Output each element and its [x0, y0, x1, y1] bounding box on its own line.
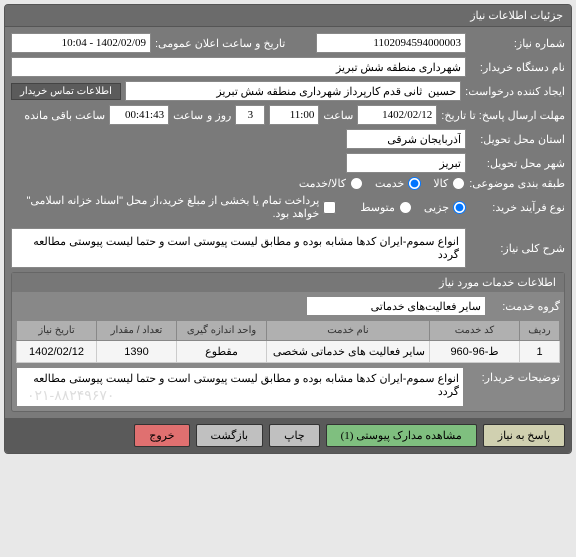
time-label-1: ساعت	[323, 109, 353, 122]
creator-label: ایجاد کننده درخواست:	[465, 85, 565, 98]
class-both-label: کالا/خدمت	[299, 177, 346, 190]
class-radio-group: کالا خدمت کالا/خدمت	[299, 177, 465, 190]
process-minor-label: جزیی	[424, 201, 449, 214]
deadline-label: مهلت ارسال پاسخ: تا تاریخ:	[441, 109, 565, 122]
process-label: نوع فرآیند خرید:	[470, 201, 565, 214]
process-medium-radio[interactable]	[399, 201, 412, 214]
province-label: استان محل تحویل:	[470, 133, 565, 146]
footer-toolbar: پاسخ به نیاز مشاهده مدارک پیوستی (1) چاپ…	[5, 418, 571, 453]
class-label: طبقه بندی موضوعی:	[469, 177, 565, 190]
class-goods-option[interactable]: کالا	[433, 177, 465, 190]
row-city: شهر محل تحویل:	[11, 153, 565, 173]
need-details-panel: جزئیات اطلاعات نیاز شماره نیاز: تاریخ و …	[4, 4, 572, 454]
general-desc-section: شرح کلی نیاز: انواع سموم-ایران کدها مشاب…	[11, 228, 565, 268]
watermark-phone: ۰۲۱-۸۸۲۴۹۶۷۰	[27, 387, 114, 404]
general-desc-label: شرح کلی نیاز:	[470, 242, 565, 255]
print-button[interactable]: چاپ	[269, 424, 320, 447]
days-remaining-input[interactable]	[235, 105, 265, 125]
services-grid: ردیف کد خدمت نام خدمت واحد اندازه گیری ت…	[16, 320, 560, 363]
services-info-panel: اطلاعات خدمات مورد نیاز گروه خدمت: ردیف …	[11, 272, 565, 412]
buyer-org-label: نام دستگاه خریدار:	[470, 61, 565, 74]
class-service-label: خدمت	[375, 177, 404, 190]
panel-title: جزئیات اطلاعات نیاز	[5, 5, 571, 27]
class-goods-radio[interactable]	[452, 177, 465, 190]
row-buyer-org: نام دستگاه خریدار:	[11, 57, 565, 77]
class-service-radio[interactable]	[408, 177, 421, 190]
col-code: کد خدمت	[430, 321, 520, 341]
row-service-group: گروه خدمت:	[16, 296, 560, 316]
table-row[interactable]: 1 ط-96-960 سایر فعالیت های خدماتی شخصی م…	[17, 341, 560, 363]
panel-body: شماره نیاز: تاریخ و ساعت اعلان عمومی: نا…	[5, 27, 571, 418]
time-label-2: ساعت	[173, 109, 203, 122]
col-date: تاریخ نیاز	[17, 321, 97, 341]
day-label: روز و	[207, 109, 231, 122]
process-note-label: پرداخت تمام یا بخشی از مبلغ خرید،از محل …	[11, 194, 319, 220]
back-button[interactable]: بازگشت	[196, 424, 264, 447]
class-both-option[interactable]: کالا/خدمت	[299, 177, 363, 190]
row-classification: طبقه بندی موضوعی: کالا خدمت کالا/خدمت	[11, 177, 565, 190]
col-name: نام خدمت	[267, 321, 430, 341]
col-unit: واحد اندازه گیری	[177, 321, 267, 341]
respond-button[interactable]: پاسخ به نیاز	[483, 424, 565, 447]
buyer-org-input[interactable]	[11, 57, 466, 77]
cell-row: 1	[520, 341, 560, 363]
row-process: نوع فرآیند خرید: جزیی متوسط پرداخت تمام …	[11, 194, 565, 220]
process-medium-label: متوسط	[360, 201, 395, 214]
row-need-number: شماره نیاز: تاریخ و ساعت اعلان عمومی:	[11, 33, 565, 53]
city-label: شهر محل تحویل:	[470, 157, 565, 170]
announce-datetime-input[interactable]	[11, 33, 151, 53]
row-creator: ایجاد کننده درخواست: اطلاعات تماس خریدار	[11, 81, 565, 101]
cell-code: ط-96-960	[430, 341, 520, 363]
remain-label: ساعت باقی مانده	[24, 109, 105, 122]
buyer-notes-area: انواع سموم-ایران کدها مشابه بوده و مطابق…	[16, 367, 464, 407]
buyer-notes-label: توضیحات خریدار:	[470, 367, 560, 384]
class-both-radio[interactable]	[350, 177, 363, 190]
remain-time-input[interactable]	[109, 105, 169, 125]
province-input[interactable]	[346, 129, 466, 149]
cell-qty: 1390	[97, 341, 177, 363]
deadline-date-input[interactable]	[357, 105, 437, 125]
deadline-time-input[interactable]	[269, 105, 319, 125]
row-deadline: مهلت ارسال پاسخ: تا تاریخ: ساعت روز و سا…	[11, 105, 565, 125]
class-goods-label: کالا	[433, 177, 448, 190]
service-group-label: گروه خدمت:	[490, 300, 560, 313]
contact-buyer-button[interactable]: اطلاعات تماس خریدار	[11, 83, 121, 100]
treasury-checkbox[interactable]	[323, 201, 336, 214]
cell-name: سایر فعالیت های خدماتی شخصی	[267, 341, 430, 363]
announce-label: تاریخ و ساعت اعلان عمومی:	[155, 37, 285, 50]
attachments-button[interactable]: مشاهده مدارک پیوستی (1)	[326, 424, 477, 447]
class-service-option[interactable]: خدمت	[375, 177, 421, 190]
process-minor-radio[interactable]	[453, 201, 466, 214]
need-number-label: شماره نیاز:	[470, 37, 565, 50]
col-row: ردیف	[520, 321, 560, 341]
service-group-input[interactable]	[306, 296, 486, 316]
process-minor-option[interactable]: جزیی	[424, 201, 466, 214]
city-input[interactable]	[346, 153, 466, 173]
process-radio-group: جزیی متوسط	[360, 201, 466, 214]
col-qty: تعداد / مقدار	[97, 321, 177, 341]
cell-unit: مقطوع	[177, 341, 267, 363]
process-medium-option[interactable]: متوسط	[360, 201, 412, 214]
creator-input[interactable]	[125, 81, 461, 101]
general-desc-box: انواع سموم-ایران کدها مشابه بوده و مطابق…	[11, 228, 466, 268]
need-number-input[interactable]	[316, 33, 466, 53]
exit-button[interactable]: خروج	[134, 424, 189, 447]
buyer-notes-section: توضیحات خریدار: انواع سموم-ایران کدها مش…	[16, 367, 560, 407]
grid-header-row: ردیف کد خدمت نام خدمت واحد اندازه گیری ت…	[17, 321, 560, 341]
row-province: استان محل تحویل:	[11, 129, 565, 149]
services-info-title: اطلاعات خدمات مورد نیاز	[12, 273, 564, 292]
cell-date: 1402/02/12	[17, 341, 97, 363]
process-note-check[interactable]: پرداخت تمام یا بخشی از مبلغ خرید،از محل …	[11, 194, 336, 220]
